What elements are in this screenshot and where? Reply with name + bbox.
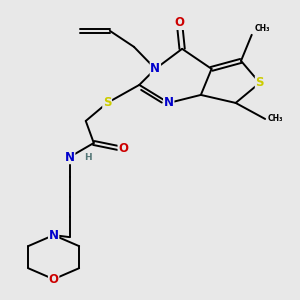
Text: S: S [103, 96, 111, 110]
Text: O: O [49, 273, 58, 286]
Text: N: N [49, 229, 58, 242]
Text: N: N [65, 151, 75, 164]
Text: N: N [164, 96, 174, 110]
Text: H: H [84, 152, 92, 161]
Text: CH₃: CH₃ [268, 115, 283, 124]
Text: CH₃: CH₃ [254, 24, 270, 33]
Text: N: N [150, 62, 161, 75]
Text: O: O [174, 16, 184, 29]
Text: O: O [118, 142, 128, 155]
Text: S: S [256, 76, 264, 89]
